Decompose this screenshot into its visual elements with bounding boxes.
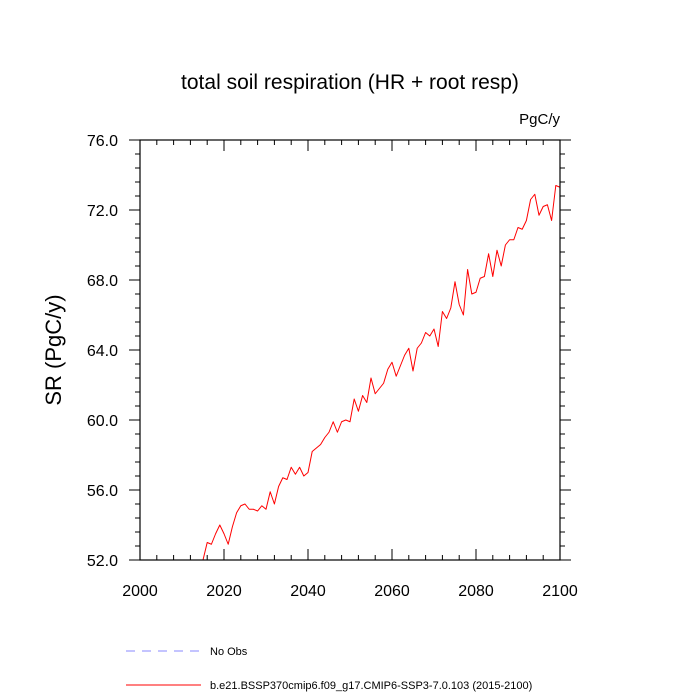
y-tick-label: 68.0 [87, 273, 118, 290]
axis-ticks [129, 139, 571, 561]
y-tick-label: 72.0 [87, 203, 118, 220]
axis-tick-labels: 2000 2020 2040 2060 2080 2100 52.0 56.0 60.0 64.0… [87, 133, 578, 600]
y-tick-label: 52.0 [87, 553, 118, 570]
legend: No Obs b.e21.BSSP370cmip6.f09_g17.CMIP6-… [126, 646, 532, 692]
x-tick-label: 2000 [122, 583, 158, 600]
data-series [202, 185, 561, 561]
y-tick-label: 60.0 [87, 413, 118, 430]
x-tick-label: 2040 [290, 583, 326, 600]
x-tick-label: 2080 [458, 583, 494, 600]
plot-frame [139, 139, 561, 561]
x-tick-label: 2020 [206, 583, 242, 600]
y-axis-label: SR (PgC/y) [41, 294, 66, 405]
y-tick-label: 64.0 [87, 343, 118, 360]
units-label: PgC/y [519, 111, 560, 128]
y-tick-label: 76.0 [87, 133, 118, 150]
chart-title: total soil respiration (HR + root resp) [181, 71, 519, 94]
series-line-0 [202, 185, 561, 561]
x-tick-label: 2100 [542, 583, 578, 600]
legend-label-model: b.e21.BSSP370cmip6.f09_g17.CMIP6-SSP3-7.… [210, 680, 532, 692]
legend-label-no-obs: No Obs [210, 646, 248, 658]
y-tick-label: 56.0 [87, 483, 118, 500]
x-tick-label: 2060 [374, 583, 410, 600]
